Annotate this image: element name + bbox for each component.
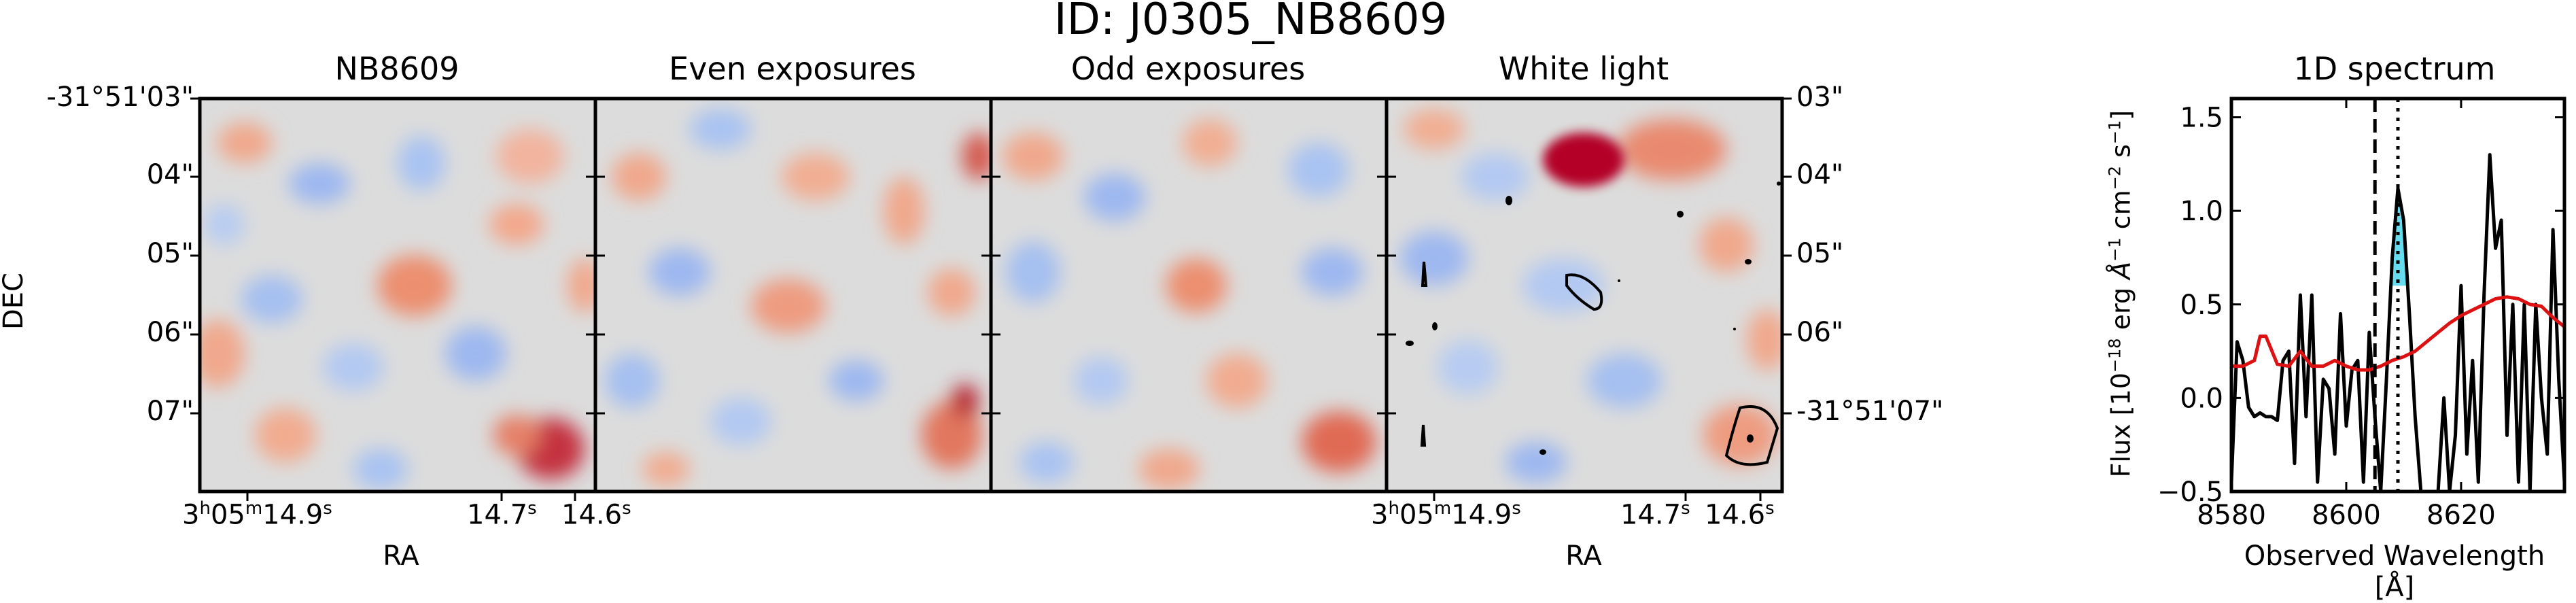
dec-tick-label-right: 06" — [1796, 317, 1844, 348]
ra-tick-label: 3h05m14.9s — [1371, 498, 1521, 531]
ra-tick-label: 14.7s — [1620, 498, 1690, 531]
y-tick-label: 0.0 — [2180, 383, 2223, 414]
noise-line — [2231, 295, 2566, 372]
panel-title-even: Even exposures — [669, 50, 916, 87]
dec-tick-label: 07" — [146, 396, 194, 427]
x-tick-label: 8620 — [2426, 500, 2496, 531]
dec-tick-label: 04" — [146, 159, 194, 190]
panel-title-white: White light — [1498, 50, 1669, 87]
ra-tick-label: 14.6s — [1705, 498, 1775, 531]
panel-title-odd: Odd exposures — [1071, 50, 1306, 87]
spectrum-plot: 8580 8600 8620 −0.5 0.0 0.5 1.0 1.5 — [2157, 97, 2566, 531]
ra-tick-label: 3h05m14.9s — [182, 498, 332, 531]
y-tick-label: 0.5 — [2180, 290, 2223, 321]
dec-tick-label-right: -31°51'07" — [1796, 396, 1944, 427]
dec-tick-label: -31°51'03" — [46, 82, 194, 113]
x-tick-label: 8600 — [2312, 500, 2381, 531]
ra-axis-label: RA — [1565, 540, 1602, 572]
dec-tick-label-right: 03" — [1796, 82, 1844, 113]
ra-tick-label: 14.7s — [467, 498, 537, 531]
figure-title: ID: J0305_NB8609 — [1054, 0, 1448, 45]
dec-tick-label: 05" — [146, 238, 194, 269]
spectrum-title: 1D spectrum — [2293, 50, 2496, 87]
y-tick-label: 1.0 — [2180, 196, 2223, 227]
dec-tick-label-right: 04" — [1796, 159, 1844, 190]
panel-title-nb: NB8609 — [334, 50, 459, 87]
flux-line — [2229, 153, 2566, 494]
y-tick-label: 1.5 — [2180, 103, 2223, 134]
y-tick-label: −0.5 — [2157, 477, 2223, 508]
ra-tick-label: 14.6s — [561, 498, 631, 531]
dec-tick-label: 06" — [146, 317, 194, 348]
dec-tick-label-right: 05" — [1796, 238, 1844, 269]
ra-axis-label: RA — [383, 540, 419, 572]
x-tick-label: 8580 — [2197, 500, 2266, 531]
